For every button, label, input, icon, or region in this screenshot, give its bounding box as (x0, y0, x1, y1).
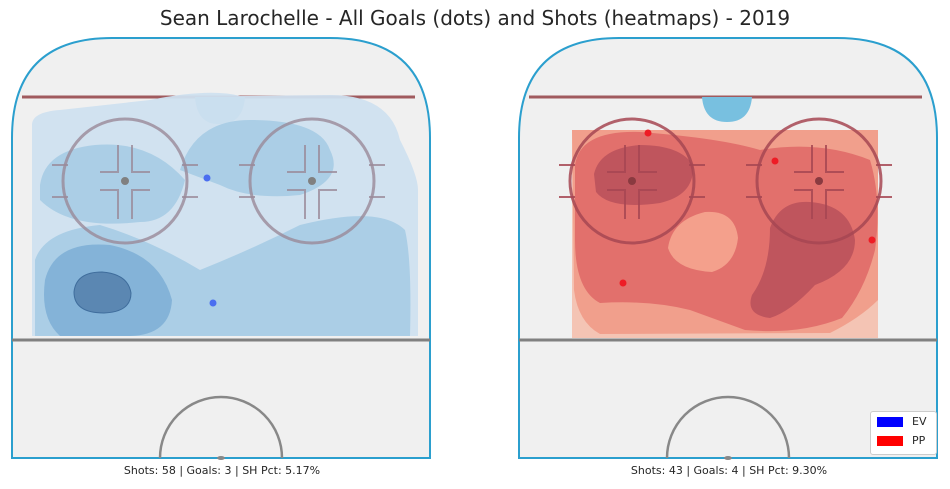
goal-dots-ev (203, 174, 217, 307)
heat-level-4 (73, 271, 132, 314)
faceoff-left (52, 117, 198, 245)
heat-level-4b (750, 201, 855, 318)
center-dot (724, 456, 732, 460)
faceoff-left (559, 117, 705, 245)
legend-swatch-ev (877, 416, 903, 427)
heat-level-3-hole (668, 211, 738, 272)
faceoff-right (239, 117, 385, 245)
goal-dot (203, 174, 211, 182)
legend-item-pp: PP (871, 431, 936, 450)
goal-dot (619, 279, 627, 287)
goal-dot (209, 299, 217, 307)
legend-swatch-pp (877, 435, 903, 446)
rink-pp (518, 37, 938, 460)
caption-pp: Shots: 43 | Goals: 4 | SH Pct: 9.30% (630, 464, 828, 477)
goal-dot (771, 157, 779, 165)
center-circle (158, 395, 284, 459)
faceoff-right (746, 117, 892, 245)
legend-label-pp: PP (912, 434, 926, 447)
heat-level-2a (40, 144, 185, 224)
legend-item-ev: EV (871, 412, 936, 431)
figure-title: Sean Larochelle - All Goals (dots) and S… (159, 6, 791, 30)
caption-ev: Shots: 58 | Goals: 3 | SH Pct: 5.17% (123, 464, 321, 477)
goal-dot (644, 129, 652, 137)
center-circle (665, 395, 791, 459)
center-dot (217, 456, 225, 460)
goal-dots-pp (619, 129, 876, 287)
legend: EV PP (870, 411, 937, 455)
goal-crease (702, 97, 752, 122)
heat-level-2b (180, 120, 334, 197)
rink-ev (11, 37, 431, 460)
goal-dot (868, 236, 876, 244)
legend-label-ev: EV (912, 415, 927, 428)
